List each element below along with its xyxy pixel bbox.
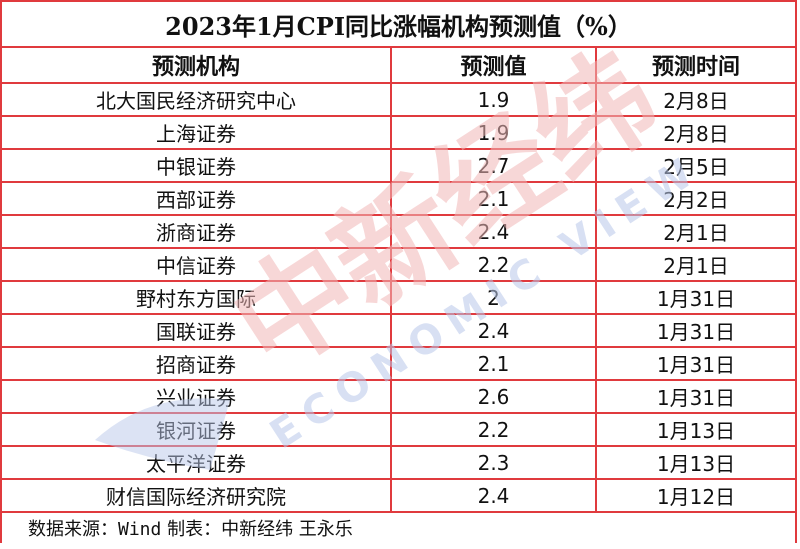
- cell-forecast-date: 1月31日: [594, 379, 798, 414]
- table-row: 野村东方国际 2 1月31日: [0, 280, 798, 315]
- table-row: 太平洋证券 2.3 1月13日: [0, 445, 798, 480]
- cell-forecast-value: 2.7: [390, 148, 597, 183]
- cell-forecast-value: 2.4: [390, 313, 597, 348]
- table-row: 中信证券 2.2 2月1日: [0, 247, 798, 282]
- cell-forecast-date: 1月31日: [594, 313, 798, 348]
- cell-institution: 财信国际经济研究院: [0, 478, 392, 513]
- cell-forecast-date: 1月13日: [594, 445, 798, 480]
- table-row: 招商证券 2.1 1月31日: [0, 346, 798, 381]
- cell-forecast-date: 1月13日: [594, 412, 798, 447]
- cell-institution: 中信证券: [0, 247, 392, 282]
- cell-forecast-value: 2.6: [390, 379, 597, 414]
- cell-forecast-value: 2.2: [390, 247, 597, 282]
- header-forecast-value: 预测值: [390, 46, 597, 84]
- header-row: 预测机构 预测值 预测时间: [0, 46, 798, 84]
- source-name: Wind: [118, 519, 162, 540]
- cell-institution: 上海证券: [0, 115, 392, 150]
- cell-institution: 北大国民经济研究中心: [0, 82, 392, 117]
- cell-institution: 中银证券: [0, 148, 392, 183]
- credit-text: 制表：中新经纬 王永乐: [161, 519, 353, 540]
- cell-institution: 西部证券: [0, 181, 392, 216]
- cell-forecast-value: 2.3: [390, 445, 597, 480]
- cell-institution: 兴业证券: [0, 379, 392, 414]
- table-row: 国联证券 2.4 1月31日: [0, 313, 798, 348]
- cell-forecast-date: 1月12日: [594, 478, 798, 513]
- footer-row: 数据来源：Wind 制表：中新经纬 王永乐: [0, 511, 798, 543]
- cell-forecast-date: 2月1日: [594, 247, 798, 282]
- source-note: 数据来源：Wind 制表：中新经纬 王永乐: [0, 511, 798, 543]
- cell-forecast-value: 1.9: [390, 82, 597, 117]
- cell-institution: 招商证券: [0, 346, 392, 381]
- cell-institution: 国联证券: [0, 313, 392, 348]
- cell-institution: 浙商证券: [0, 214, 392, 249]
- table-row: 浙商证券 2.4 2月1日: [0, 214, 798, 249]
- cell-forecast-date: 2月5日: [594, 148, 798, 183]
- cell-forecast-value: 1.9: [390, 115, 597, 150]
- table-row: 财信国际经济研究院 2.4 1月12日: [0, 478, 798, 513]
- cell-forecast-date: 2月8日: [594, 115, 798, 150]
- table-row: 北大国民经济研究中心 1.9 2月8日: [0, 82, 798, 117]
- table-title: 2023年1月CPI同比涨幅机构预测值（%）: [0, 0, 798, 48]
- title-row: 2023年1月CPI同比涨幅机构预测值（%）: [0, 0, 798, 48]
- cell-forecast-date: 1月31日: [594, 280, 798, 315]
- cell-forecast-date: 2月1日: [594, 214, 798, 249]
- header-institution: 预测机构: [0, 46, 392, 84]
- cell-forecast-value: 2.1: [390, 346, 597, 381]
- cell-forecast-date: 1月31日: [594, 346, 798, 381]
- cell-institution: 野村东方国际: [0, 280, 392, 315]
- cell-forecast-date: 2月8日: [594, 82, 798, 117]
- cell-forecast-date: 2月2日: [594, 181, 798, 216]
- cell-institution: 银河证券: [0, 412, 392, 447]
- table-row: 西部证券 2.1 2月2日: [0, 181, 798, 216]
- cell-forecast-value: 2.1: [390, 181, 597, 216]
- source-label: 数据来源：: [28, 519, 118, 540]
- cell-forecast-value: 2.4: [390, 214, 597, 249]
- cell-institution: 太平洋证券: [0, 445, 392, 480]
- header-forecast-date: 预测时间: [594, 46, 798, 84]
- table-row: 中银证券 2.7 2月5日: [0, 148, 798, 183]
- cell-forecast-value: 2: [390, 280, 597, 315]
- cell-forecast-value: 2.4: [390, 478, 597, 513]
- cell-forecast-value: 2.2: [390, 412, 597, 447]
- table-row: 兴业证券 2.6 1月31日: [0, 379, 798, 414]
- table-row: 上海证券 1.9 2月8日: [0, 115, 798, 150]
- table-row: 银河证券 2.2 1月13日: [0, 412, 798, 447]
